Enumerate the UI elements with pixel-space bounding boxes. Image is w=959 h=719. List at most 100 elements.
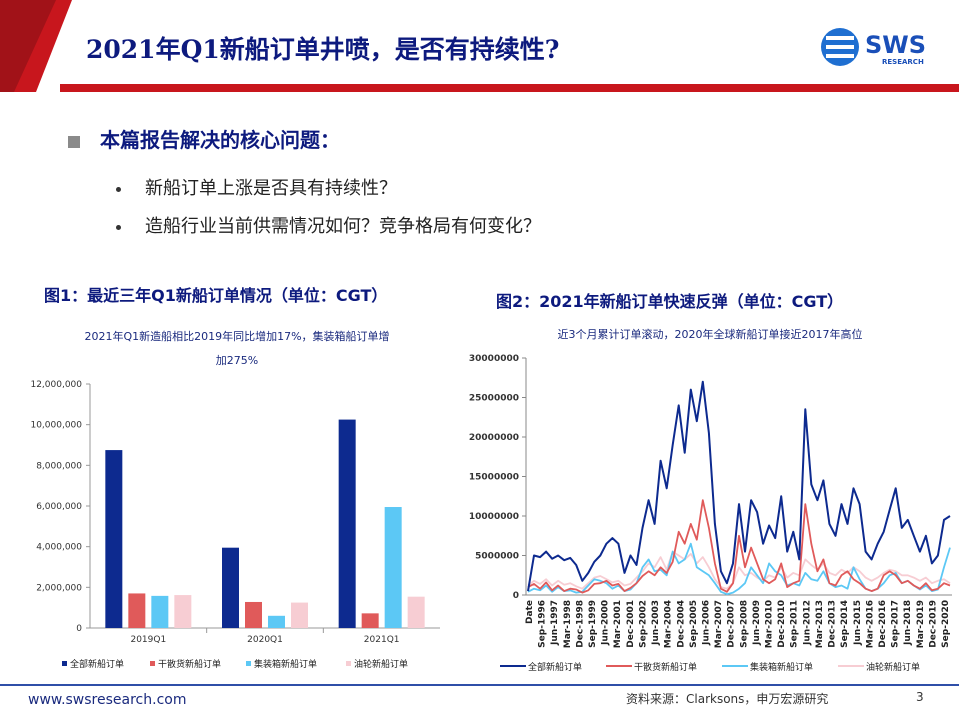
- question-bullet-2: 造船行业当前供需情况如何？竞争格局有何变化？: [116, 212, 541, 238]
- header-red-underline: [60, 84, 959, 92]
- x-tick-label: Jun-2009: [752, 600, 762, 646]
- y-tick-label: 5000000: [475, 552, 519, 562]
- x-tick-label: Dec-2007: [727, 600, 737, 648]
- fig2-subtitle: 近3个月累计订单滚动，2020年全球新船订单接近2017年高位: [557, 328, 863, 341]
- y-tick-label: 4,000,000: [36, 543, 82, 553]
- legend-label: 干散货新船订单: [634, 661, 697, 673]
- x-tick-label: Jun-1997: [550, 600, 560, 646]
- bar-1-0: [128, 593, 146, 628]
- x-tick-label: Mar-1998: [563, 600, 573, 648]
- y-tick-label: 8,000,000: [36, 461, 82, 471]
- bar-2-0: [151, 595, 169, 628]
- legend-swatch: [346, 661, 351, 666]
- x-tick-label: Jun-2018: [903, 600, 913, 646]
- header-red-corner-dark: [0, 0, 56, 92]
- sws-logo: SWS RESEARCH: [821, 28, 926, 66]
- bar-3-2: [407, 596, 425, 628]
- bar-3-0: [174, 595, 192, 628]
- fig2-line-chart: 0 5000000 10000000 15000000 20000000 25000000…: [469, 354, 952, 673]
- x-tick-label: Sep-2020: [941, 600, 951, 648]
- legend-label: 油轮新船订单: [866, 661, 920, 673]
- bar-0-2: [338, 419, 356, 628]
- legend-label: 干散货新船订单: [158, 658, 221, 670]
- x-tick-label: Mar-2001: [613, 600, 623, 648]
- y-tick-label: 12,000,000: [30, 380, 82, 390]
- bullet-dot-icon: [116, 224, 121, 230]
- x-tick-label: Mar-2013: [815, 600, 825, 648]
- series-line-2: [527, 542, 951, 596]
- x-tick-label: Mar-2019: [916, 600, 926, 648]
- series-line-0: [527, 380, 951, 592]
- legend-label: 油轮新船订单: [354, 658, 408, 670]
- bullet-text: 新船订单上涨是否具有持续性？: [145, 178, 397, 199]
- x-tick-label: Dec-2016: [878, 600, 888, 648]
- logo-subtext: RESEARCH: [882, 58, 924, 66]
- fig2-title: 图2：2021年新船订单快速反弹（单位：CGT）: [496, 292, 844, 311]
- x-tick-label: Dec-1998: [575, 600, 585, 648]
- x-tick-label: Date: [525, 600, 535, 624]
- y-tick-label: 2,000,000: [36, 583, 82, 593]
- y-tick-label: 10000000: [469, 512, 519, 522]
- header-bar: [0, 0, 959, 92]
- y-tick-label: 25000000: [469, 394, 519, 404]
- x-tick-label: Dec-2010: [777, 600, 787, 648]
- page-title: 2021年Q1新船订单井喷，是否有持续性?: [86, 35, 560, 64]
- legend-label: 全部新船订单: [70, 658, 124, 670]
- x-tick-label: Sep-2017: [891, 600, 901, 648]
- bar-0-1: [222, 547, 239, 628]
- legend-swatch: [150, 661, 155, 666]
- bullet-dot-icon: [116, 186, 121, 192]
- x-tick-label: Sep-2008: [739, 600, 749, 648]
- y-tick-label: 0: [513, 591, 519, 601]
- fig1-title: 图1：最近三年Q1新船订单情况（单位：CGT）: [44, 286, 388, 305]
- x-tick-label: Dec-2001: [626, 600, 636, 648]
- x-tick-label: Sep-1999: [588, 600, 598, 648]
- x-tick-label: Sep-2002: [638, 600, 648, 648]
- x-tick-label: Sep-2011: [790, 600, 800, 648]
- x-tick-label: Jun-2003: [651, 600, 661, 646]
- y-tick-label: 6,000,000: [36, 502, 82, 512]
- x-tick-label: 2019Q1: [130, 635, 166, 645]
- fig1-subtitle-line2: 加275%: [215, 354, 259, 367]
- bar-2-1: [268, 615, 285, 628]
- x-tick-label: Sep-2005: [689, 600, 699, 648]
- x-tick-label: Dec-2019: [928, 600, 938, 648]
- fig1-bar-chart: 0 2,000,000 4,000,000 6,000,000 8,000,000 10,…: [30, 380, 440, 670]
- legend-label: 集装箱新船订单: [254, 658, 317, 670]
- x-tick-label: Sep-1996: [538, 600, 548, 648]
- x-tick-label: Mar-2016: [865, 600, 875, 648]
- x-tick-label: Sep-2014: [840, 600, 850, 648]
- x-tick-label: Dec-2013: [828, 600, 838, 648]
- footer-source: 资料来源：Clarksons，申万宏源研究: [626, 692, 829, 706]
- y-tick-label: 0: [76, 624, 82, 634]
- x-tick-label: Mar-2010: [765, 600, 775, 648]
- fig1-subtitle-line1: 2021年Q1新造船相比2019年同比增加17%，集装箱船订单增: [84, 330, 390, 343]
- bar-0-0: [105, 450, 123, 628]
- bullet-text: 造船行业当前供需情况如何？竞争格局有何变化？: [145, 216, 541, 237]
- bar-3-1: [291, 602, 308, 628]
- x-tick-label: Jun-2000: [601, 600, 611, 646]
- y-tick-label: 30000000: [469, 354, 519, 364]
- footer-divider: [0, 684, 959, 686]
- bar-1-2: [361, 613, 379, 628]
- x-tick-label: Jun-2012: [802, 600, 812, 646]
- legend-label: 集装箱新船订单: [750, 661, 813, 673]
- x-tick-label: Jun-2015: [853, 600, 863, 646]
- y-tick-label: 10,000,000: [30, 421, 82, 431]
- footer-website: www.swsresearch.com: [28, 692, 187, 708]
- y-tick-label: 20000000: [469, 433, 519, 443]
- square-bullet-icon: [68, 135, 80, 148]
- legend-swatch: [246, 661, 251, 666]
- question-bullet-1: 新船订单上涨是否具有持续性？: [116, 174, 397, 200]
- x-tick-label: 2020Q1: [247, 635, 283, 645]
- x-tick-label: Mar-2004: [664, 600, 674, 648]
- y-tick-label: 15000000: [469, 473, 519, 483]
- series-line-3: [527, 550, 951, 590]
- x-tick-label: Mar-2007: [714, 600, 724, 648]
- x-tick-label: Jun-2006: [701, 600, 711, 646]
- series-line-1: [527, 499, 951, 594]
- x-tick-label: 2021Q1: [364, 635, 400, 645]
- logo-text: SWS: [865, 31, 926, 59]
- core-question-heading: 本篇报告解决的核心问题：: [68, 124, 340, 153]
- x-tick-label: Dec-2004: [676, 600, 686, 648]
